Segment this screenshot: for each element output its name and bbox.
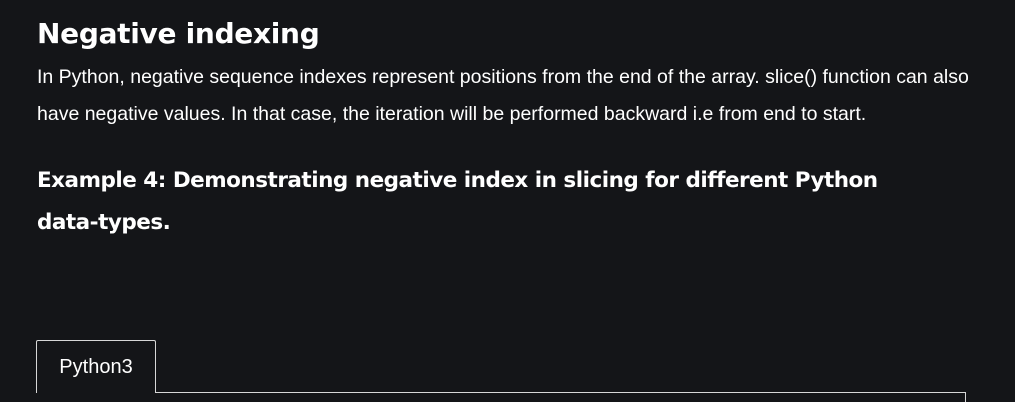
tab-python3[interactable]: Python3: [36, 340, 156, 393]
code-panel-border: [965, 392, 966, 402]
section-paragraph: In Python, negative sequence indexes rep…: [37, 66, 969, 125]
tab-divider: [156, 392, 966, 393]
code-tabs: Python3: [36, 340, 966, 402]
section-heading: Negative indexing: [37, 17, 320, 50]
article-content: Negative indexing In Python, negative se…: [37, 14, 977, 244]
example-heading: Example 4: Demonstrating negative index …: [37, 168, 878, 235]
